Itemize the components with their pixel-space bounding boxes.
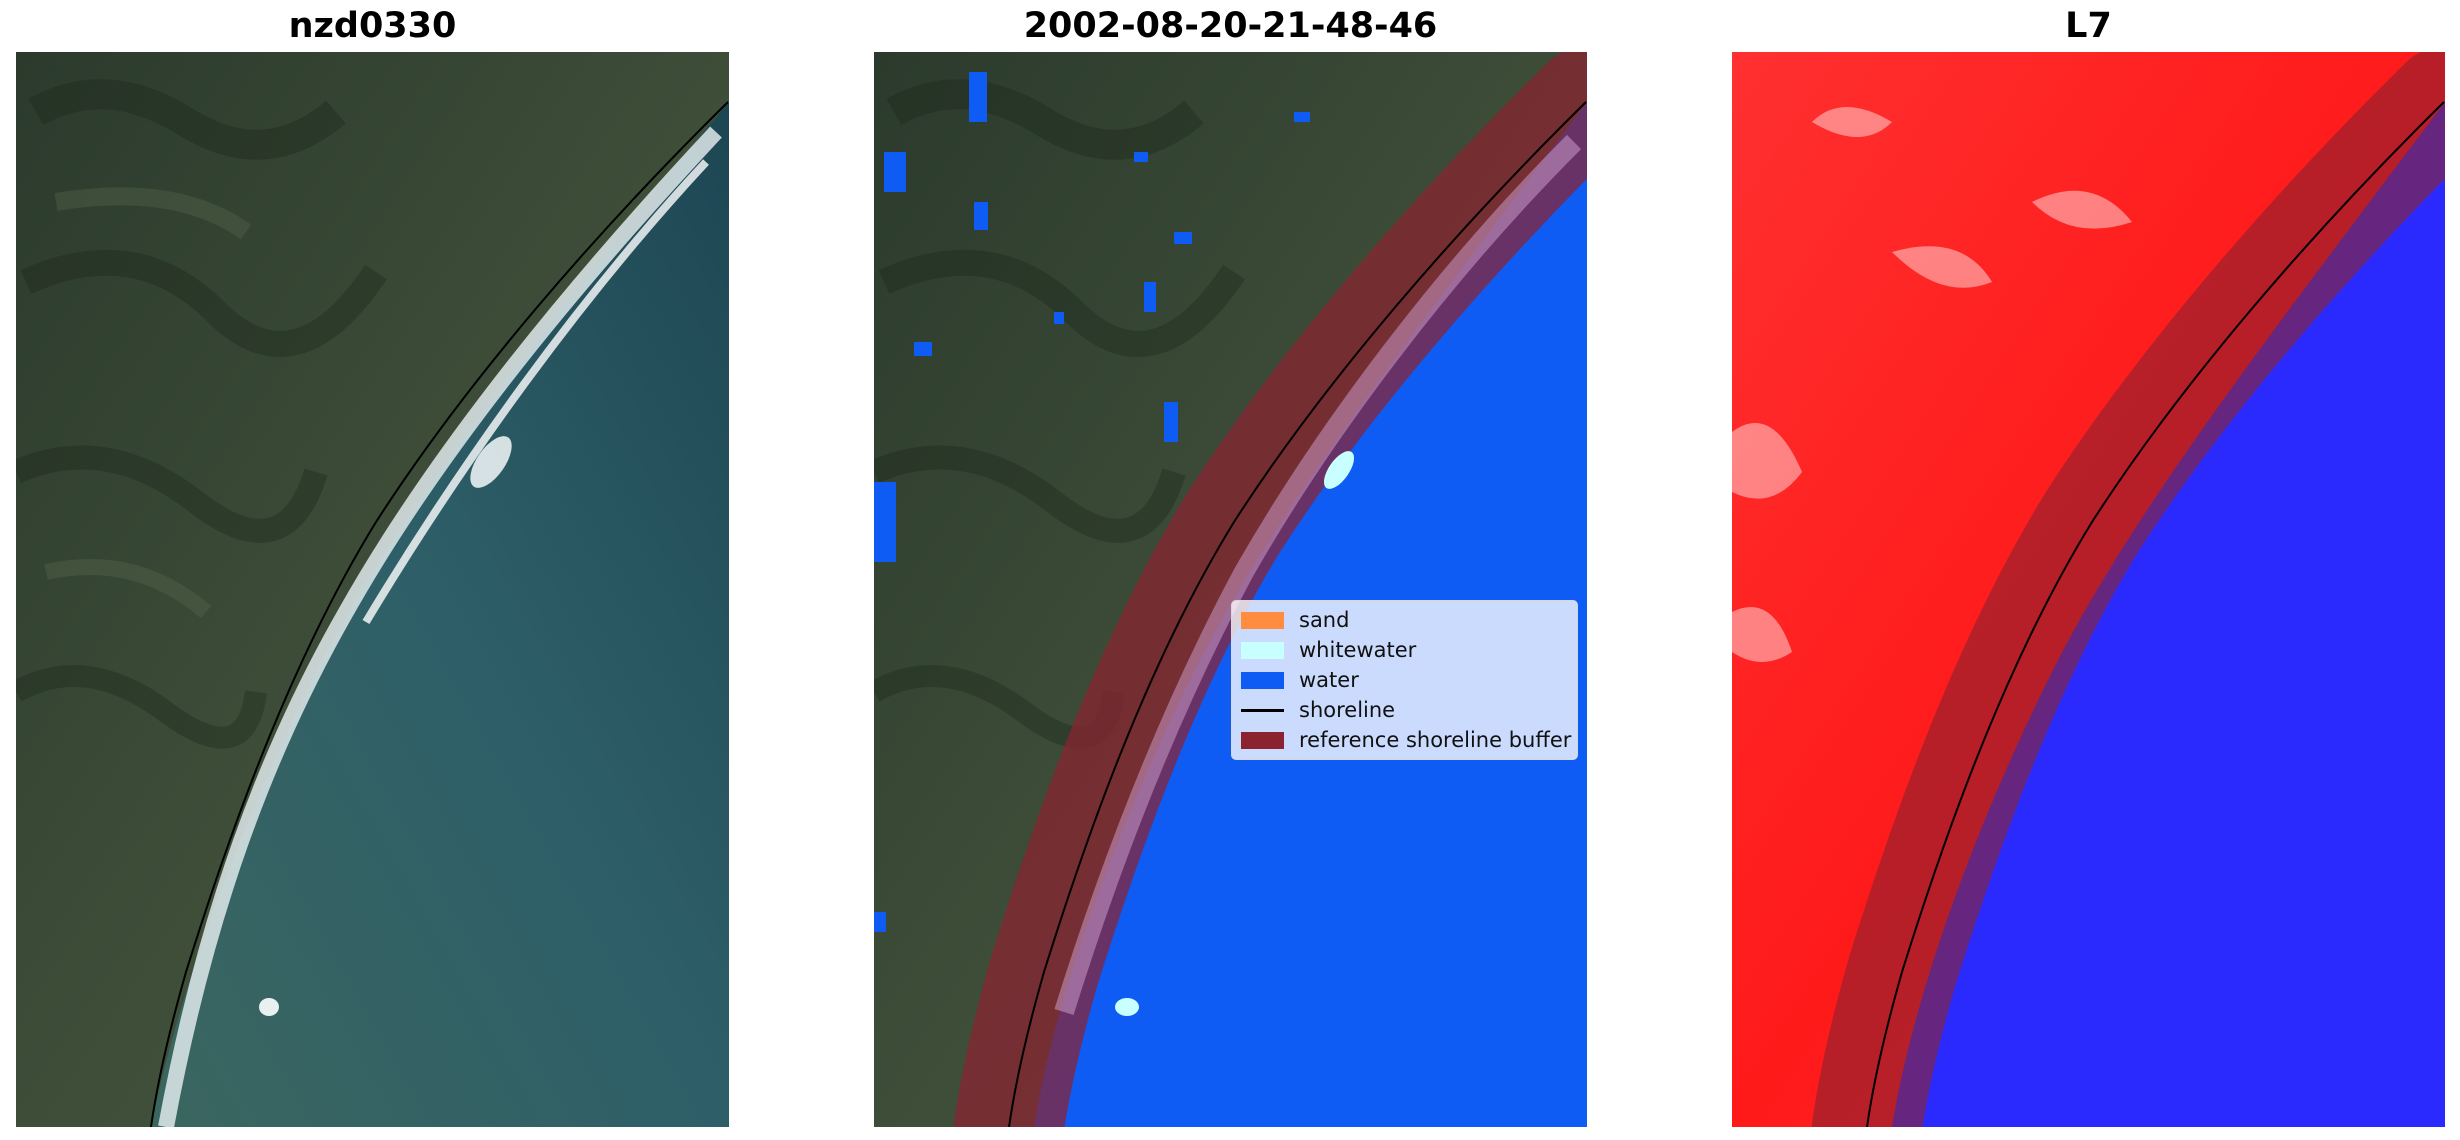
legend: sand whitewater water shoreline referenc…: [1231, 600, 1578, 760]
index-image: [1732, 52, 2445, 1127]
sand-swatch: [1241, 612, 1284, 629]
water-swatch: [1241, 672, 1284, 689]
legend-item-shoreline: shoreline: [1232, 695, 1577, 725]
legend-item-whitewater: whitewater: [1232, 635, 1577, 665]
legend-item-water: water: [1232, 665, 1577, 695]
buffer-swatch: [1241, 732, 1284, 749]
legend-item-sand: sand: [1232, 605, 1577, 635]
rgb-satellite-image: [16, 52, 729, 1127]
legend-label: reference shoreline buffer: [1299, 728, 1572, 752]
legend-label: whitewater: [1299, 638, 1417, 662]
whitewater-swatch: [1241, 642, 1284, 659]
panel-title-classified: 2002-08-20-21-48-46: [1023, 6, 1438, 46]
legend-label: water: [1299, 668, 1359, 692]
shoreline-line-swatch: [1241, 709, 1284, 712]
legend-label: shoreline: [1299, 698, 1396, 722]
legend-label: sand: [1299, 608, 1350, 632]
panel-title-rgb: nzd0330: [288, 6, 457, 46]
classified-image: [874, 52, 1587, 1127]
panel-title-index: L7: [2065, 6, 2112, 46]
legend-item-reference-buffer: reference shoreline buffer: [1232, 725, 1577, 755]
